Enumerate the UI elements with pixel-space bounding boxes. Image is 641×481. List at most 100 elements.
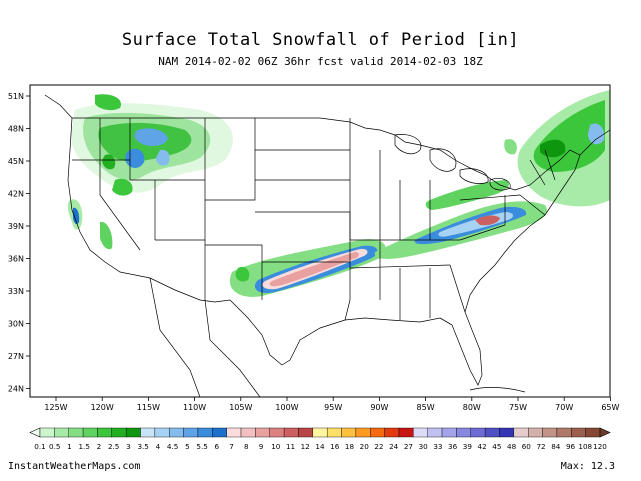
lat-label: 48N <box>8 125 24 134</box>
colorbar-swatch <box>528 427 543 438</box>
colorbar-swatch <box>298 427 314 438</box>
lat-label: 39N <box>8 222 24 231</box>
colorbar-swatch <box>240 427 256 438</box>
colorbar-label: 5.5 <box>196 442 207 451</box>
colorbar-label: 20 <box>360 442 370 451</box>
lon-label: 65W <box>601 403 619 412</box>
lat-label: 36N <box>8 255 24 264</box>
colorbar-swatch <box>283 427 299 438</box>
colorbar-label: 30 <box>419 442 429 451</box>
colorbar-swatch <box>82 427 98 438</box>
colorbar-label: 0.1 <box>34 442 45 451</box>
colorbar-label: 2 <box>97 442 102 451</box>
colorbar-label: 4 <box>156 442 161 451</box>
colorbar-swatch <box>585 427 601 438</box>
lon-label: 125W <box>44 403 67 412</box>
colorbar-swatch <box>111 427 127 438</box>
colorbar-label: 1 <box>67 442 72 451</box>
lat-label: 30N <box>8 320 24 329</box>
colorbar-label: 11 <box>286 442 295 451</box>
colorbar-label: 108 <box>578 442 592 451</box>
map-title: Surface Total Snowfall of Period [in] <box>121 30 520 50</box>
colorbar-swatch <box>427 427 443 438</box>
colorbar-swatch <box>226 427 242 438</box>
latitude-axis: 51N 48N 45N 42N 39N 36N 33N 30N 27N 24N <box>8 92 30 394</box>
colorbar-swatch <box>312 427 328 438</box>
colorbar-swatch <box>341 427 357 438</box>
lat-label: 24N <box>8 385 24 394</box>
colorbar-label: 4.5 <box>167 442 178 451</box>
colorbar-label: 8 <box>244 442 249 451</box>
colorbar-label: 24 <box>389 442 399 451</box>
colorbar-swatch <box>571 427 586 438</box>
colorbar-label: 60 <box>522 442 532 451</box>
lon-label: 120W <box>91 403 114 412</box>
colorbar-swatch <box>542 427 558 438</box>
max-value-readout: Max: 12.3 <box>561 461 615 472</box>
plot-frame <box>29 84 611 398</box>
colorbar-swatch <box>39 427 55 438</box>
lon-label: 105W <box>229 403 252 412</box>
max-value: 12.3 <box>590 461 615 472</box>
lon-label: 85W <box>417 403 435 412</box>
colorbar-swatch <box>183 427 199 438</box>
lat-label: 51N <box>8 92 24 101</box>
colorbar-label: 36 <box>448 442 458 451</box>
colorbar-swatch <box>54 427 69 438</box>
colorbar: 0.1 0.5 1 1.5 2 2.5 3 3.5 4 4.5 5 5.5 6 7 8 9 10 11 12 14 16… <box>29 427 611 451</box>
colorbar-swatch <box>326 427 342 438</box>
longitude-axis: 125W 120W 115W 110W 105W 100W 95W 90W 85W 80W 75W 7… <box>44 397 620 412</box>
colorbar-swatch <box>169 427 184 438</box>
colorbar-swatch <box>441 427 457 438</box>
source-credit: InstantWeatherMaps.com <box>8 461 141 472</box>
colorbar-swatch <box>556 427 572 438</box>
colorbar-swatch <box>499 427 515 438</box>
colorbar-label: 72 <box>536 442 545 451</box>
colorbar-label: 39 <box>463 442 473 451</box>
lon-label: 70W <box>555 403 573 412</box>
colorbar-swatch <box>484 427 500 438</box>
colorbar-swatch <box>97 427 112 438</box>
colorbar-swatch <box>384 427 400 438</box>
colorbar-label: 1.5 <box>78 442 89 451</box>
colorbar-label: 6 <box>215 442 220 451</box>
colorbar-swatch <box>355 427 371 438</box>
colorbar-label: 10 <box>271 442 281 451</box>
lon-label: 110W <box>183 403 206 412</box>
colorbar-swatch <box>154 427 170 438</box>
colorbar-swatch <box>212 427 227 438</box>
colorbar-label: 96 <box>566 442 576 451</box>
colorbar-swatch <box>197 427 213 438</box>
lon-label: 80W <box>463 403 481 412</box>
colorbar-label: 2.5 <box>108 442 119 451</box>
map-outlines <box>44 94 610 397</box>
colorbar-label: 18 <box>345 442 355 451</box>
colorbar-arrow-right <box>599 427 611 438</box>
colorbar-swatch <box>140 427 156 438</box>
colorbar-label: 3.5 <box>137 442 148 451</box>
lon-label: 90W <box>370 403 388 412</box>
lat-label: 42N <box>8 190 24 199</box>
colorbar-swatch <box>398 427 414 438</box>
colorbar-swatch <box>255 427 270 438</box>
lat-label: 45N <box>8 157 24 166</box>
lat-label: 27N <box>8 352 24 361</box>
colorbar-label: 5 <box>185 442 190 451</box>
lon-label: 95W <box>324 403 342 412</box>
colorbar-label: 16 <box>330 442 340 451</box>
snowfall-shading <box>67 90 610 297</box>
max-label: Max: <box>560 461 585 472</box>
colorbar-swatch <box>125 427 141 438</box>
colorbar-swatch <box>470 427 486 438</box>
colorbar-swatch <box>269 427 285 438</box>
lat-label: 33N <box>8 287 24 296</box>
colorbar-swatch <box>370 427 385 438</box>
colorbar-label: 3 <box>126 442 131 451</box>
colorbar-label: 12 <box>301 442 310 451</box>
colorbar-label: 27 <box>404 442 413 451</box>
colorbar-label: 33 <box>433 442 442 451</box>
colorbar-label: 45 <box>492 442 501 451</box>
colorbar-label: 14 <box>315 442 325 451</box>
colorbar-swatch <box>513 427 529 438</box>
